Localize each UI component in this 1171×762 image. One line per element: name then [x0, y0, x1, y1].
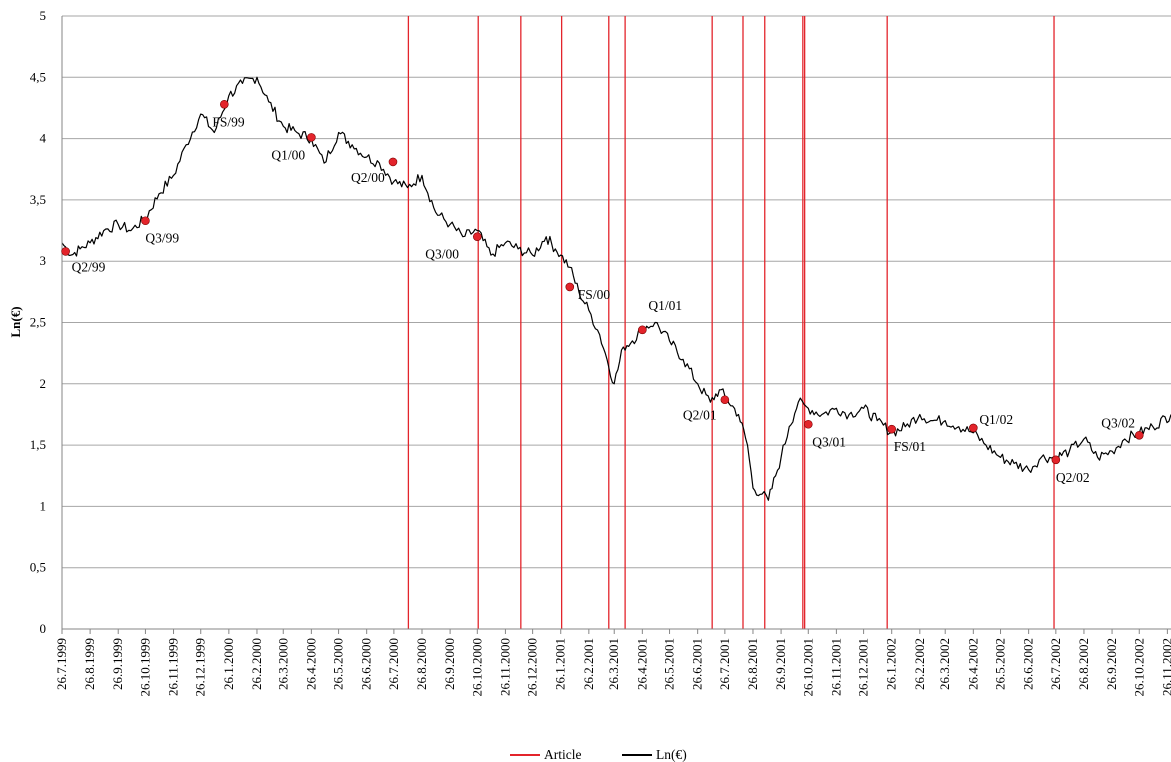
- y-tick-label: 3: [40, 253, 47, 268]
- annotation-label: Q1/00: [271, 147, 305, 162]
- x-tick-label: 26.11.2000: [497, 638, 512, 696]
- x-tick-label: 26.10.2000: [469, 638, 484, 697]
- x-tick-label: 26.7.2002: [1048, 638, 1063, 690]
- x-tick-label: 26.9.2000: [442, 638, 457, 690]
- article-lines: [407, 16, 1055, 629]
- annotation-label: FS/00: [578, 287, 611, 302]
- y-tick-label: 0,5: [30, 560, 46, 575]
- y-tick-label: 0: [40, 621, 47, 636]
- x-tick-label: 26.2.2000: [249, 638, 264, 690]
- x-tick-label: 26.3.2002: [937, 638, 952, 690]
- x-tick-label: 26.8.1999: [82, 638, 97, 690]
- y-tick-label: 1: [40, 498, 47, 513]
- annotation-label: Q2/99: [72, 259, 106, 274]
- x-tick-label: 26.12.2000: [525, 638, 540, 697]
- annotation-label: Q2/02: [1056, 470, 1090, 485]
- x-tick-label: 26.4.2001: [634, 638, 649, 690]
- annotation-label: Q1/02: [979, 412, 1013, 427]
- y-tick-label: 2,5: [30, 315, 46, 330]
- annotations: Q2/99 Q3/99 FS/99 Q1/00 Q2/00 Q3/00 FS/00 Q1/01…: [61, 99, 1144, 485]
- annotation-label: FS/99: [212, 114, 245, 129]
- y-tick-label: 3,5: [30, 192, 46, 207]
- x-tick-label: 26.11.2001: [828, 638, 843, 696]
- x-tick-label: 26.12.1999: [193, 638, 208, 697]
- y-tick-label: 2: [40, 376, 47, 391]
- x-tick-label: 26.2.2001: [581, 638, 596, 690]
- x-tick-label: 26.6.2000: [359, 638, 374, 690]
- annotation-marker: [803, 419, 813, 429]
- annotation-label: Q2/00: [351, 170, 385, 185]
- x-tick-label: 26.7.2000: [386, 638, 401, 690]
- ln-euro-series: [61, 76, 1171, 501]
- x-tick-label: 26.3.2000: [275, 638, 290, 690]
- x-tick-label: 26.10.1999: [137, 638, 152, 697]
- x-tick-label: 26.1.2000: [221, 638, 236, 690]
- annotation-label: Q2/01: [683, 408, 717, 423]
- x-tick-label: 26.2.2002: [912, 638, 927, 690]
- x-tick-label: 26.8.2000: [414, 638, 429, 690]
- annotation-label: Q3/01: [812, 434, 846, 449]
- legend: Article Ln(€): [510, 747, 687, 762]
- x-tick-label: 26.4.2002: [965, 638, 980, 690]
- annotation-marker: [1051, 455, 1061, 465]
- y-tick-label: 4: [40, 131, 47, 146]
- annotation-marker: [638, 325, 647, 335]
- y-axis-label: Ln(€): [8, 306, 23, 337]
- x-tick-label: 26.3.2001: [606, 638, 621, 690]
- legend-series-label: Ln(€): [656, 747, 687, 762]
- legend-article-label: Article: [544, 747, 581, 762]
- annotation-marker: [565, 282, 575, 292]
- annotation-label: Q1/01: [648, 298, 682, 313]
- y-axis-ticks: 0 0,5 1 1,5 2 2,5 3 3,5 4 4,5 5: [30, 8, 47, 636]
- x-tick-label: 26.7.1999: [54, 638, 69, 690]
- x-tick-label: 26.5.2001: [662, 638, 677, 690]
- annotation-marker: [473, 232, 482, 241]
- x-tick-label: 26.8.2001: [745, 638, 760, 690]
- annotation-marker: [388, 157, 398, 167]
- annotation-marker: [720, 395, 730, 405]
- x-tick-label: 26.5.2000: [331, 638, 346, 690]
- annotation-marker: [307, 133, 316, 142]
- y-tick-label: 5: [40, 8, 47, 23]
- annotation-marker: [969, 423, 978, 433]
- annotation-marker: [1134, 430, 1144, 440]
- x-tick-label: 26.7.2001: [717, 638, 732, 690]
- x-tick-label: 26.11.1999: [166, 638, 181, 696]
- gridlines: [62, 15, 1171, 569]
- x-tick-label: 26.1.2002: [884, 638, 899, 690]
- x-tick-label: 26.10.2001: [800, 638, 815, 697]
- x-tick-label: 26.5.2002: [993, 638, 1008, 690]
- annotation-marker: [61, 247, 70, 256]
- x-tick-label: 26.9.2001: [773, 638, 788, 690]
- x-tick-label: 26.10.2002: [1131, 638, 1146, 697]
- y-tick-label: 1,5: [30, 437, 46, 452]
- annotation-label: Q3/99: [145, 231, 179, 246]
- x-tick-label: 26.4.2000: [303, 638, 318, 690]
- x-tick-label: 26.9.1999: [110, 638, 125, 690]
- annotation-label: Q3/00: [425, 247, 459, 262]
- x-tick-label: 26.6.2001: [690, 638, 705, 690]
- annotation-marker: [141, 216, 150, 226]
- series-line: [61, 76, 1171, 501]
- x-tick-label: 26.9.2002: [1104, 638, 1119, 690]
- x-tick-label: 26.1.2001: [553, 638, 568, 690]
- annotation-marker: [887, 424, 897, 434]
- x-tick-label: 26.6.2002: [1021, 638, 1036, 690]
- axes: [61, 16, 1171, 630]
- x-tick-label: 26.12.2001: [856, 638, 871, 697]
- x-axis-ticks: 26.7.1999 26.8.1999 26.9.1999 26.10.1999 26.…: [54, 629, 1171, 697]
- x-tick-label: 26.8.2002: [1076, 638, 1091, 690]
- annotation-label: Q3/02: [1101, 415, 1135, 430]
- annotation-label: FS/01: [894, 439, 926, 454]
- y-tick-label: 4,5: [30, 69, 46, 84]
- x-tick-label: 26.11.2002: [1159, 638, 1171, 696]
- annotation-marker: [220, 99, 229, 109]
